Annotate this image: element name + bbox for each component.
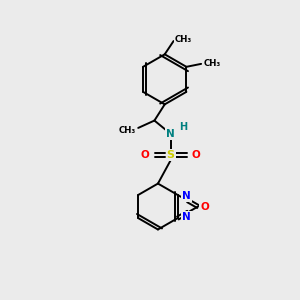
Text: CH₃: CH₃ [174,35,192,44]
Text: N: N [182,212,191,222]
Text: O: O [200,202,209,212]
Text: O: O [192,150,201,160]
Text: CH₃: CH₃ [118,126,136,135]
Text: N: N [182,191,191,201]
Text: H: H [179,122,187,132]
Text: N: N [166,129,175,139]
Text: CH₃: CH₃ [204,59,221,68]
Text: O: O [141,150,149,160]
Text: S: S [167,150,175,160]
